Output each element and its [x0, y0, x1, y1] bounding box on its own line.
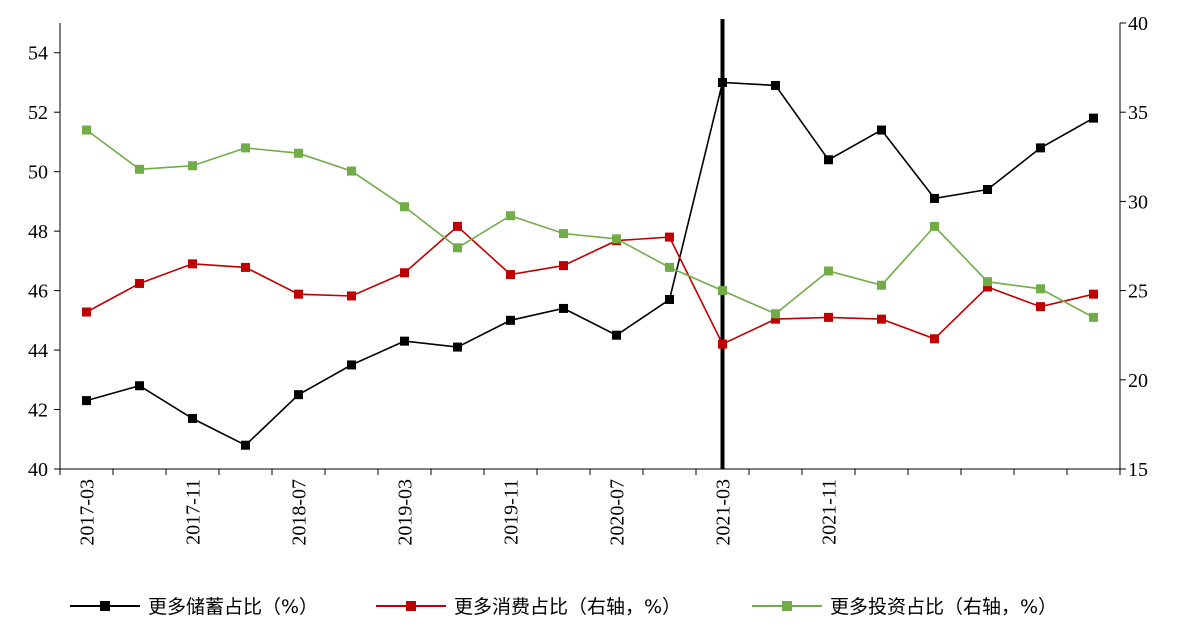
series-1-point: [983, 282, 992, 292]
series-1-point: [665, 232, 674, 242]
series-2-point: [930, 221, 939, 231]
series-1-point: [400, 268, 409, 278]
y-left-tick-label: 44: [28, 340, 48, 362]
series-0-point: [983, 185, 992, 195]
y-right-tick-label: 20: [1128, 370, 1148, 392]
series-1-point: [294, 289, 303, 299]
y-right-tick-label: 40: [1128, 13, 1148, 35]
legend-label-investment: 更多投资占比（右轴，%）: [830, 596, 1057, 618]
series-1-point: [718, 339, 727, 349]
series-2-point: [506, 211, 515, 221]
series-2-point: [612, 234, 621, 244]
series-1-point: [135, 278, 144, 288]
series-1-point: [453, 221, 462, 231]
series-line-2: [86, 129, 1094, 319]
series-2-point: [983, 277, 992, 287]
chart-series: [82, 77, 1098, 450]
series-0-point: [188, 413, 197, 423]
series-1-point: [771, 314, 780, 324]
legend-marker-savings: [100, 601, 110, 611]
series-2-point: [82, 125, 91, 135]
legend-item-investment: 更多投资占比（右轴，%）: [752, 596, 1057, 618]
x-tick-label: 2019-03: [395, 479, 417, 546]
series-0-point: [612, 330, 621, 340]
series-2-point: [1036, 284, 1045, 294]
series-2-point: [294, 148, 303, 158]
series-2-point: [241, 143, 250, 153]
series-2-point: [771, 309, 780, 319]
x-tick-label: 2021-11: [819, 479, 841, 545]
series-2-point: [824, 266, 833, 276]
x-tick-label: 2020-07: [607, 479, 629, 546]
series-2-point: [559, 229, 568, 239]
series-0-point: [241, 440, 250, 450]
series-line-1: [86, 225, 1094, 346]
series-2-point: [347, 166, 356, 176]
x-tick-label: 2021-03: [713, 479, 735, 546]
legend-item-savings: 更多储蓄占比（%）: [70, 596, 318, 618]
series-2-point: [665, 262, 674, 272]
series-0-point: [930, 193, 939, 203]
y-right-tick-label: 35: [1128, 102, 1148, 124]
series-2-point: [188, 161, 197, 171]
legend-label-consumption: 更多消费占比（右轴，%）: [454, 596, 681, 618]
series-1-point: [188, 259, 197, 269]
series-0-point: [347, 360, 356, 370]
y-right-tick-label: 25: [1128, 281, 1148, 303]
legend-marker-consumption: [406, 601, 416, 611]
y-right-tick-label: 30: [1128, 191, 1148, 213]
series-2-point: [135, 164, 144, 174]
series-0-point: [559, 303, 568, 313]
legend-label-savings: 更多储蓄占比（%）: [148, 596, 318, 618]
series-1-point: [1036, 302, 1045, 312]
series-line-0: [86, 81, 1094, 447]
series-0-point: [877, 125, 886, 135]
series-1-point: [347, 291, 356, 301]
x-tick-label: 2017-11: [183, 479, 205, 545]
series-0-point: [771, 80, 780, 90]
x-tick-label: 2019-11: [501, 479, 523, 545]
series-1-point: [877, 314, 886, 324]
y-left-tick-label: 42: [28, 400, 48, 422]
y-left-tick-label: 48: [28, 221, 48, 243]
series-0-point: [665, 295, 674, 305]
series-0-point: [453, 342, 462, 352]
series-1-point: [506, 270, 515, 280]
series-2-point: [1089, 312, 1098, 322]
series-0-point: [135, 381, 144, 391]
series-2-point: [400, 202, 409, 212]
series-0-point: [294, 390, 303, 400]
y-left-tick-label: 54: [28, 43, 48, 65]
series-1-point: [559, 261, 568, 271]
series-1-point: [824, 312, 833, 322]
y-left-tick-label: 46: [28, 281, 48, 303]
y-left-tick-label: 50: [28, 162, 48, 184]
y-right-tick-label: 15: [1128, 459, 1148, 481]
series-2-point: [453, 243, 462, 253]
legend-item-consumption: 更多消费占比（右轴，%）: [376, 596, 681, 618]
series-2-point: [877, 280, 886, 290]
series-0-point: [1036, 143, 1045, 153]
series-0-point: [1089, 113, 1098, 123]
x-tick-label: 2018-07: [289, 479, 311, 546]
series-1-point: [82, 307, 91, 317]
y-left-tick-label: 52: [28, 102, 48, 124]
chart-axes: 40 42 44 46 48 50 52 54 15 20 25 30 35 40 2017-03 2017-…: [28, 13, 1148, 546]
series-0-point: [824, 155, 833, 165]
series-0-point: [400, 336, 409, 346]
series-1-point: [930, 334, 939, 344]
legend-marker-investment: [782, 601, 792, 611]
series-0-point: [718, 77, 727, 87]
series-0-point: [506, 315, 515, 325]
series-1-point: [241, 262, 250, 272]
y-left-tick-label: 40: [28, 459, 48, 481]
x-tick-label: 2017-03: [77, 479, 99, 546]
chart-legend: 更多储蓄占比（%） 更多消费占比（右轴，%） 更多投资占比（右轴，%）: [70, 596, 1057, 618]
series-0-point: [82, 396, 91, 406]
series-2-point: [718, 286, 727, 296]
series-1-point: [1089, 289, 1098, 299]
